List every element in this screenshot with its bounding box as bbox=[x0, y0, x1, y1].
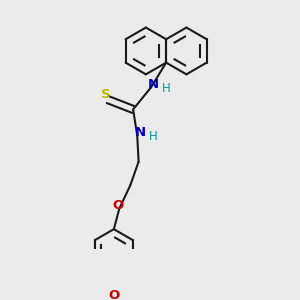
Text: N: N bbox=[134, 126, 146, 139]
Text: H: H bbox=[162, 82, 170, 95]
Text: O: O bbox=[112, 199, 124, 212]
Text: N: N bbox=[148, 78, 159, 91]
Text: S: S bbox=[101, 88, 110, 101]
Text: O: O bbox=[108, 289, 119, 300]
Text: H: H bbox=[149, 130, 158, 143]
